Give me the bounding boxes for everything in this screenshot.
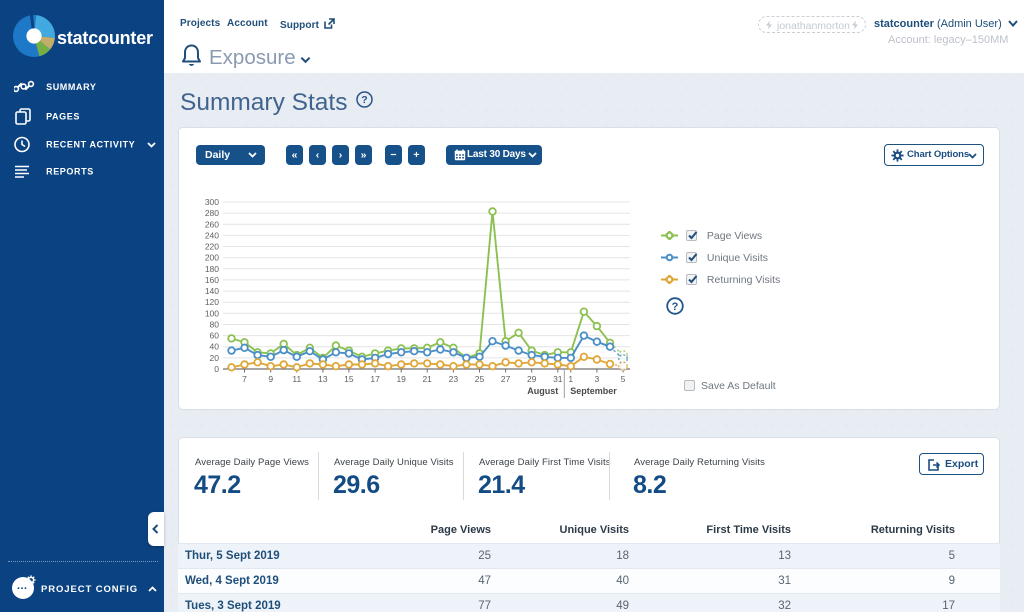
svg-text:0: 0 xyxy=(214,364,219,374)
svg-text:31: 31 xyxy=(553,374,563,384)
svg-text:?: ? xyxy=(362,94,368,106)
svg-text:140: 140 xyxy=(205,286,219,296)
svg-text:5: 5 xyxy=(621,374,626,384)
svg-text:9: 9 xyxy=(268,374,273,384)
svg-text:27: 27 xyxy=(501,374,511,384)
svg-text:40: 40 xyxy=(210,342,220,352)
svg-text:11: 11 xyxy=(292,374,301,384)
svg-text:23: 23 xyxy=(449,374,459,384)
svg-text:100: 100 xyxy=(205,308,219,318)
svg-text:7: 7 xyxy=(242,374,247,384)
svg-text:80: 80 xyxy=(210,320,220,330)
svg-text:15: 15 xyxy=(344,374,354,384)
svg-text:200: 200 xyxy=(205,253,219,263)
svg-text:29: 29 xyxy=(527,374,537,384)
svg-text:300: 300 xyxy=(205,197,219,207)
svg-text:13: 13 xyxy=(318,374,328,384)
svg-text:240: 240 xyxy=(205,230,219,240)
svg-text:60: 60 xyxy=(210,331,220,341)
svg-text:19: 19 xyxy=(396,374,406,384)
svg-text:260: 260 xyxy=(205,219,219,229)
svg-text:September: September xyxy=(570,386,617,396)
svg-text:180: 180 xyxy=(205,264,219,274)
svg-text:17: 17 xyxy=(370,374,380,384)
svg-text:160: 160 xyxy=(205,275,219,285)
svg-text:20: 20 xyxy=(210,353,220,363)
svg-text:120: 120 xyxy=(205,297,219,307)
svg-text:25: 25 xyxy=(475,374,485,384)
svg-text:1: 1 xyxy=(568,374,573,384)
svg-text:220: 220 xyxy=(205,242,219,252)
svg-text:?: ? xyxy=(672,301,679,313)
svg-text:280: 280 xyxy=(205,208,219,218)
svg-text:3: 3 xyxy=(595,374,600,384)
svg-text:August: August xyxy=(527,386,558,396)
svg-text:21: 21 xyxy=(422,374,432,384)
